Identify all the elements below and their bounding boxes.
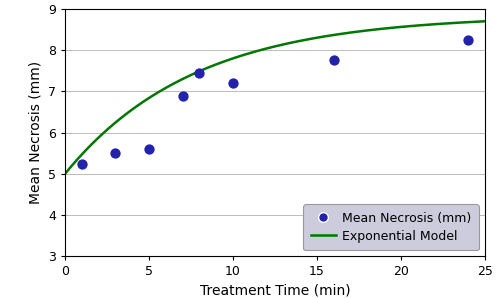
Point [78,161,86,166]
Point [178,93,186,98]
Point [196,70,203,75]
Point [112,151,120,156]
Point [145,147,153,151]
Point [330,58,338,63]
Y-axis label: Mean Necrosis (mm): Mean Necrosis (mm) [28,61,42,204]
X-axis label: Treatment Time (min): Treatment Time (min) [200,284,350,298]
Point [229,81,237,86]
Legend: Mean Necrosis (mm), Exponential Model: Mean Necrosis (mm), Exponential Model [303,204,479,250]
Point [464,38,472,42]
